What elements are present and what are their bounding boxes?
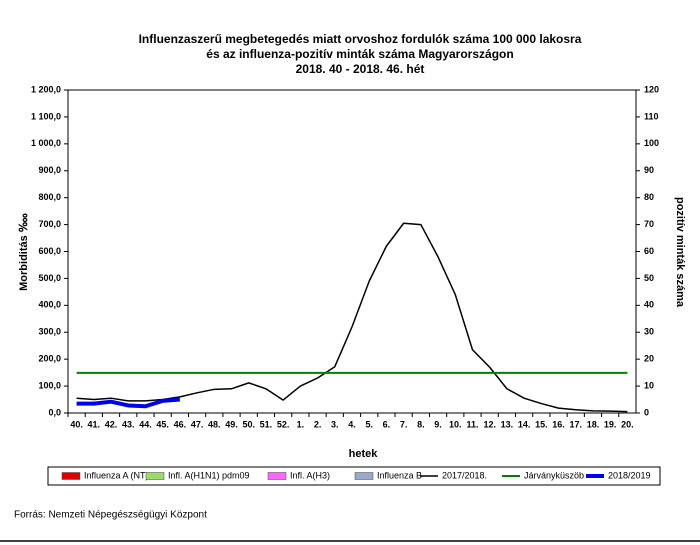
y2-tick-label: 60 [644, 246, 654, 256]
x-tick-label: 13. [501, 419, 514, 429]
y2-tick-label: 120 [644, 84, 659, 94]
x-tick-label: 8. [417, 419, 425, 429]
x-tick-label: 9. [434, 419, 442, 429]
y-tick-label: 500,0 [38, 273, 61, 283]
x-tick-label: 51. [260, 419, 273, 429]
x-tick-label: 44. [139, 419, 152, 429]
y-tick-label: 600,0 [38, 246, 61, 256]
source-note: Forrás: Nemzeti Népegészségügyi Központ [14, 510, 207, 521]
line [76, 397, 181, 409]
x-tick-label: 5. [365, 419, 373, 429]
x-tick-label: 19. [604, 419, 617, 429]
y2-tick-label: 10 [644, 380, 654, 390]
legend-label: Infl. A(H1N1) pdm09 [168, 470, 250, 480]
x-tick-label: 14. [518, 419, 531, 429]
legend-label: Influenza B [377, 470, 422, 480]
x-tick-label: 49. [225, 419, 238, 429]
y-axis-label: Morbiditás ‱ [18, 213, 30, 291]
x-tick-label: 40. [70, 419, 83, 429]
y-tick-label: 1 200,0 [31, 84, 61, 94]
y2-tick-label: 70 [644, 219, 654, 229]
y2-tick-label: 50 [644, 273, 654, 283]
x-tick-label: 18. [587, 419, 600, 429]
x-tick-label: 48. [208, 419, 221, 429]
x-tick-label: 4. [348, 419, 356, 429]
legend-swatch [354, 472, 374, 480]
x-tick-label: 41. [88, 419, 101, 429]
x-tick-label: 43. [122, 419, 135, 429]
y-tick-label: 100,0 [38, 380, 61, 390]
plot-frame [67, 89, 637, 414]
y-tick-label: 200,0 [38, 354, 61, 364]
legend-swatch [267, 472, 287, 480]
x-tick-label: 2. [314, 419, 322, 429]
x-tick-label: 10. [449, 419, 462, 429]
chart-title: 2018. 40 - 2018. 46. hét [296, 62, 425, 76]
y2-tick-label: 110 [644, 111, 659, 121]
x-tick-label: 17. [569, 419, 582, 429]
y-tick-label: 800,0 [38, 192, 61, 202]
y-tick-label: 700,0 [38, 219, 61, 229]
x-tick-label: 46. [174, 419, 187, 429]
x-tick-label: 7. [400, 419, 408, 429]
legend-swatch [145, 472, 165, 480]
y2-tick-label: 90 [644, 165, 654, 175]
chart-title: és az influenza-pozitív minták száma Mag… [206, 47, 513, 61]
y-tick-label: 400,0 [38, 300, 61, 310]
legend-label: Infl. A(H3) [290, 470, 330, 480]
y-tick-label: 900,0 [38, 165, 61, 175]
x-tick-label: 15. [535, 419, 548, 429]
y2-tick-label: 40 [644, 300, 654, 310]
x-axis-label: hetek [349, 448, 379, 460]
y-tick-label: 1 000,0 [31, 138, 61, 148]
legend-label: Járványküszöb [524, 470, 584, 480]
x-tick-label: 16. [552, 419, 565, 429]
y-tick-label: 1 100,0 [31, 111, 61, 121]
x-tick-label: 52. [277, 419, 290, 429]
y2-axis-label: pozitív minták száma [674, 197, 686, 308]
x-tick-label: 12. [483, 419, 496, 429]
legend-frame [47, 466, 661, 486]
legend-label: 2018/2019 [608, 470, 651, 480]
chart-title: Influenzaszerű megbetegedés miatt orvosh… [139, 32, 582, 46]
y2-tick-label: 30 [644, 327, 654, 337]
y2-tick-label: 80 [644, 192, 654, 202]
line [76, 222, 628, 413]
legend-label: 2017/2018. [442, 470, 487, 480]
x-tick-label: 1. [297, 419, 305, 429]
legend-label: Influenza A (NT) [84, 470, 149, 480]
y2-tick-label: 20 [644, 354, 654, 364]
legend-swatch [61, 472, 81, 480]
y2-tick-label: 100 [644, 138, 659, 148]
y2-tick-label: 0 [644, 407, 649, 417]
x-tick-label: 45. [156, 419, 169, 429]
x-tick-label: 42. [105, 419, 118, 429]
x-tick-label: 20. [621, 419, 634, 429]
x-tick-label: 3. [331, 419, 339, 429]
x-tick-label: 47. [191, 419, 204, 429]
y-tick-label: 300,0 [38, 327, 61, 337]
x-tick-label: 6. [383, 419, 391, 429]
x-tick-label: 11. [466, 419, 478, 429]
y-tick-label: 0,0 [48, 407, 61, 417]
x-tick-label: 50. [242, 419, 255, 429]
